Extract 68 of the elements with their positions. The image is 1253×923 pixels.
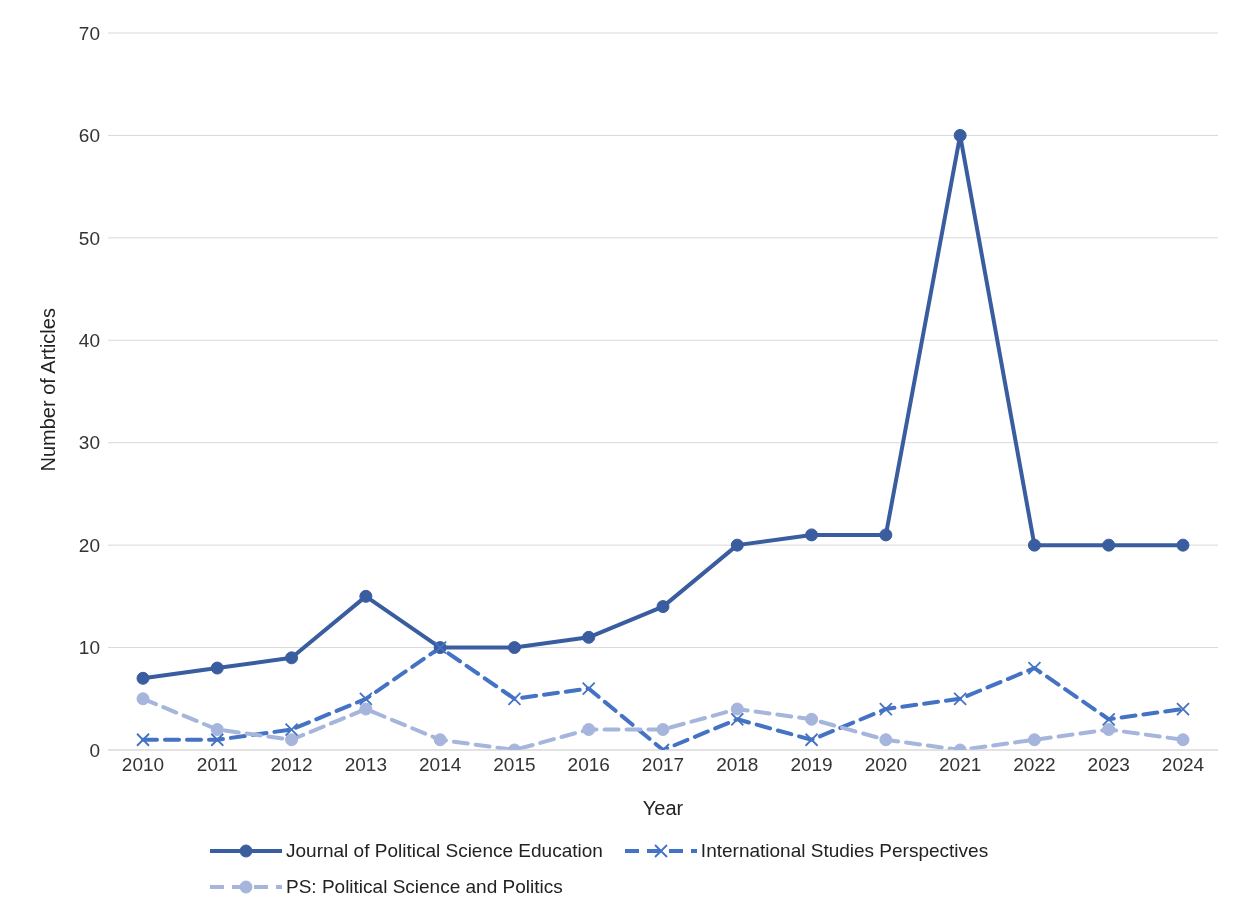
point [507,641,521,655]
point [879,528,893,542]
y-tick-label: 20 [78,534,100,556]
point [730,702,744,716]
x-axis-title: Year [642,797,684,819]
point [359,702,373,716]
y-tick-label: 60 [78,125,100,147]
point [1176,538,1190,552]
point [210,661,224,675]
point [805,528,819,542]
point [1176,702,1190,716]
point [878,702,893,716]
point [210,732,225,747]
point [581,681,596,696]
legend-label: Journal of Political Science Education [286,840,603,862]
point [285,733,299,747]
point [136,692,150,706]
x-tick-label: 2016 [567,754,610,776]
x-tick-label: 2018 [716,754,759,776]
x-tick-label: 2022 [1013,754,1056,776]
point [582,723,596,737]
point [1102,723,1116,737]
x-tick-label: 2017 [641,754,685,776]
point [1027,733,1041,747]
y-tick-label: 40 [78,330,100,352]
point [284,722,299,737]
point [730,538,744,552]
point [804,732,819,747]
x-tick-label: 2011 [196,754,238,776]
point [1102,538,1116,552]
point [1027,661,1042,675]
y-tick-label: 0 [89,739,100,761]
point [730,712,745,727]
x-tick-label: 2012 [270,754,313,776]
x-tick-label: 2013 [344,754,387,776]
y-tick-label: 50 [78,227,100,249]
point [656,723,670,737]
point [656,600,670,614]
point [285,651,299,665]
y-tick-label: 10 [78,637,100,659]
x-tick-label: 2019 [790,754,833,776]
point [358,691,373,706]
legend-label: PS: Political Science and Politics [286,876,563,898]
x-tick-label: 2014 [419,754,462,776]
x-tick-label: 2024 [1161,754,1205,776]
point [136,732,150,747]
y-tick-label: 30 [78,432,100,454]
point [953,691,968,706]
point [805,712,819,726]
point [507,691,522,706]
x-tick-label: 2023 [1087,754,1130,776]
point [1101,712,1116,727]
point [582,630,596,644]
point [1027,538,1041,552]
x-tick-label: 2021 [939,754,982,776]
point [879,733,893,747]
point [1176,733,1190,747]
x-tick-label: 2010 [121,754,165,776]
point [433,733,447,747]
legend-label: International Studies Perspectives [700,840,989,862]
point [210,723,224,737]
y-tick-label: 70 [78,22,100,44]
point [953,128,967,142]
point [359,589,373,603]
y-axis-title: Number of Articles [37,308,60,472]
x-tick-label: 2015 [493,754,536,776]
point [136,671,150,685]
x-tick-label: 2020 [864,754,907,776]
